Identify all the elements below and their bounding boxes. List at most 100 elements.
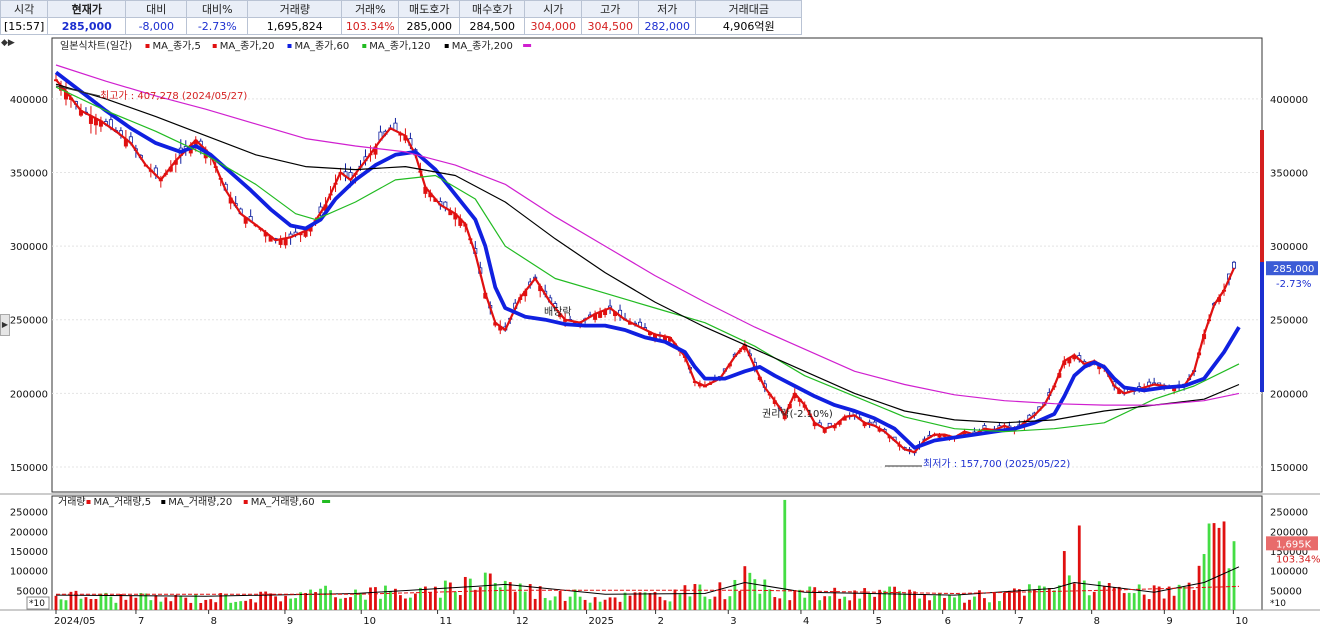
volume-bar [289, 598, 293, 610]
volume-bar [473, 589, 477, 610]
volume-bar [174, 594, 178, 610]
volume-bar [628, 595, 632, 610]
volume-bar [838, 598, 842, 610]
volume-bar [818, 600, 822, 610]
volume-bar [533, 598, 537, 610]
volume-bar [99, 593, 103, 610]
high-annotation: 최고가 : 407,278 (2024/05/27) [100, 90, 247, 102]
x-label-0: 2024/05 [54, 616, 96, 627]
volume-bar [693, 584, 697, 610]
legend-item-1: MA_거래량,20 [168, 496, 232, 508]
volume-bar [1162, 598, 1166, 610]
volume-bar [918, 598, 921, 610]
volume-bar [379, 598, 382, 610]
x-label-7: 2025 [589, 616, 614, 627]
volume-bar [908, 589, 911, 610]
volume-bar [314, 592, 317, 610]
volume-bar [953, 597, 956, 610]
volume-bar [1037, 585, 1041, 610]
ticker-value-9: 304,500 [581, 17, 640, 35]
volume-bar [1177, 584, 1181, 610]
volume-bar [1007, 590, 1011, 610]
volume-bar [573, 589, 577, 610]
volume-bar [868, 593, 872, 610]
ticker-value-1: 285,000 [47, 17, 127, 35]
volume-bar [728, 596, 732, 610]
volume-bar [543, 597, 547, 610]
volume-bar [613, 597, 617, 610]
volume-bar [688, 596, 692, 610]
x-label-11: 5 [876, 616, 882, 627]
volume-bar [683, 585, 687, 610]
volume-bar [658, 596, 662, 610]
volume-bar [369, 587, 372, 610]
volume-bar [458, 595, 462, 610]
volume-bar [354, 589, 357, 610]
volume-bar [1003, 592, 1006, 610]
price-range-bar-top [1260, 130, 1264, 392]
volume-bar [428, 592, 432, 610]
volume-bar [299, 592, 302, 610]
current-change-label: -2.73% [1276, 279, 1311, 290]
scroll-arrows-icon[interactable]: ◆▶ [1, 38, 15, 48]
volume-tick-left-1: 200000 [10, 527, 48, 538]
volume-bar [1127, 592, 1131, 610]
volume-bar [1142, 594, 1146, 610]
volume-bar [1057, 585, 1061, 610]
volume-bar [703, 596, 707, 610]
volume-bar [513, 591, 517, 610]
volume-bar [84, 597, 88, 610]
volume-bar [1067, 575, 1071, 610]
volume-bar [1117, 586, 1121, 610]
volume-bar [983, 598, 986, 610]
volume-bar [723, 599, 727, 610]
volume-bar [948, 594, 951, 610]
volume-bar [1152, 585, 1156, 610]
volume-bar [608, 597, 612, 610]
ticker-value-7: 284,500 [459, 17, 526, 35]
volume-bar [618, 601, 622, 610]
volume-bar [339, 598, 342, 610]
ticker-header-8: 시가 [524, 0, 583, 18]
volume-bar [184, 597, 188, 610]
ticker-header-10: 저가 [638, 0, 697, 18]
volume-bar [199, 603, 203, 610]
volume-bar [438, 597, 442, 610]
volume-bar [493, 583, 497, 610]
volume-bar [508, 582, 512, 610]
legend-swatch-3 [362, 44, 367, 48]
price-tick-right-1: 350000 [1270, 169, 1308, 180]
volume-bar [269, 593, 273, 610]
volume-bar [69, 591, 73, 610]
volume-bar [1212, 523, 1216, 610]
volume-bar [364, 599, 367, 610]
volume-bar [903, 593, 906, 610]
price-tick-left-4: 200000 [10, 389, 48, 400]
volume-bar [1227, 568, 1231, 610]
volume-bar [64, 600, 68, 610]
volume-bar [988, 602, 991, 610]
volume-bar [673, 589, 677, 610]
volume-bar [304, 592, 307, 610]
volume-bar [583, 599, 587, 610]
volume-bar [833, 587, 837, 610]
volume-bar [1047, 588, 1051, 610]
current-volume-pct-label: 103.34% [1276, 554, 1320, 565]
volume-bar [528, 584, 532, 610]
volume-bar [119, 594, 123, 610]
volume-bar [109, 596, 113, 610]
volume-bar [164, 597, 168, 610]
volume-bar [588, 602, 592, 610]
volume-bar [324, 585, 327, 610]
volume-bar [593, 597, 597, 610]
volume-bar [423, 586, 427, 610]
volume-bar [753, 579, 757, 610]
volume-bar [863, 588, 867, 610]
volume-bar [209, 599, 213, 610]
volume-bar [413, 593, 417, 610]
side-panel-toggle[interactable]: ▶ [0, 314, 10, 336]
volume-bar [938, 593, 941, 610]
price-tick-left-1: 350000 [10, 169, 48, 180]
volume-bar [653, 592, 657, 610]
